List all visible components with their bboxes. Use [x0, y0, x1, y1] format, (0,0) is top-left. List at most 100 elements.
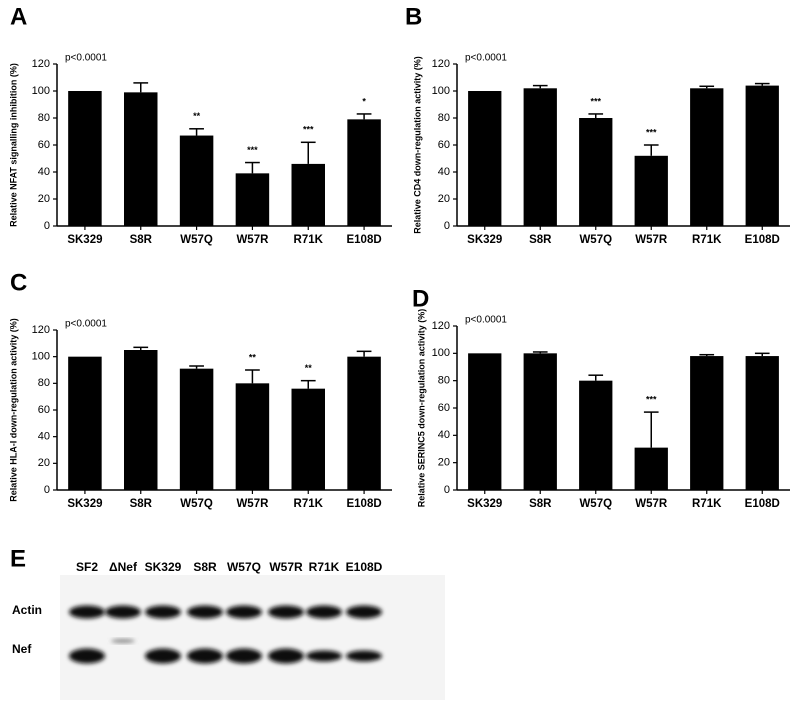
- nef-band: [226, 648, 262, 664]
- bar: [291, 163, 325, 226]
- y-tick-label: 60: [38, 404, 50, 416]
- lane-label: SF2: [76, 560, 98, 574]
- y-tick-label: 120: [32, 324, 50, 336]
- y-tick-label: 120: [432, 320, 450, 332]
- significance-label: **: [193, 111, 201, 121]
- nef-band: [145, 648, 181, 664]
- bar: [179, 135, 214, 226]
- bar: [468, 353, 502, 490]
- bar: [579, 380, 613, 490]
- lane-label: W57Q: [227, 560, 261, 574]
- bar: [347, 119, 381, 226]
- y-tick-label: 20: [438, 193, 450, 205]
- blot-background: [60, 575, 445, 700]
- actin-band: [268, 605, 304, 619]
- bar: [745, 85, 779, 226]
- y-tick-label: 100: [32, 351, 50, 363]
- y-tick-label: 20: [38, 193, 50, 205]
- panel-label: A: [10, 3, 27, 30]
- bar: [235, 383, 270, 490]
- nef-band: [346, 650, 382, 662]
- x-tick-label: R71K: [692, 234, 722, 246]
- bar: [68, 91, 102, 226]
- row-label: Nef: [12, 642, 32, 656]
- y-axis-label: Relative CD4 down-regulation activity (%…: [412, 56, 422, 234]
- lane-label: SK329: [145, 560, 182, 574]
- nef-band: [306, 650, 342, 662]
- y-tick-label: 40: [38, 166, 50, 178]
- lane-label: E108D: [346, 560, 383, 574]
- x-tick-label: W57R: [236, 498, 269, 510]
- faint-band: [111, 639, 135, 643]
- y-axis-label: Relative SERINC5 down-regulation activit…: [416, 309, 426, 508]
- x-tick-label: SK329: [467, 234, 502, 246]
- actin-band: [69, 605, 105, 619]
- panel-label: B: [405, 3, 422, 30]
- y-tick-label: 60: [438, 139, 450, 151]
- bar: [124, 350, 158, 490]
- y-tick-label: 0: [44, 220, 50, 232]
- y-tick-label: 120: [32, 58, 50, 70]
- y-tick-label: 40: [438, 429, 450, 441]
- panel-label: C: [10, 269, 27, 296]
- lane-label: R71K: [309, 560, 340, 574]
- x-tick-label: S8R: [529, 498, 552, 510]
- y-tick-label: 80: [38, 377, 50, 389]
- x-tick-label: R71K: [692, 498, 722, 510]
- y-tick-label: 40: [38, 431, 50, 443]
- bar: [690, 356, 724, 490]
- nef-band: [268, 648, 304, 664]
- x-tick-label: W57Q: [579, 234, 612, 246]
- x-tick-label: SK329: [67, 234, 102, 246]
- significance-label: ***: [590, 96, 601, 106]
- x-tick-label: S8R: [130, 498, 153, 510]
- y-tick-label: 20: [438, 457, 450, 469]
- x-tick-label: W57R: [635, 234, 668, 246]
- y-axis-label: Relative NFAT signalling inhibition (%): [8, 63, 18, 227]
- nef-band: [187, 648, 223, 664]
- bar: [68, 356, 102, 490]
- row-label: Actin: [12, 603, 42, 617]
- bar: [347, 356, 381, 490]
- significance-label: **: [305, 363, 313, 373]
- nef-band: [69, 648, 105, 664]
- p-value: p<0.0001: [65, 319, 107, 330]
- significance-label: *: [362, 96, 366, 106]
- lane-label: ΔNef: [109, 560, 138, 574]
- panel-label: E: [10, 545, 26, 572]
- x-tick-label: E108D: [346, 234, 381, 246]
- p-value: p<0.0001: [465, 53, 507, 64]
- actin-band: [346, 605, 382, 619]
- y-tick-label: 100: [32, 85, 50, 97]
- y-tick-label: 20: [38, 457, 50, 469]
- y-tick-label: 120: [432, 58, 450, 70]
- panel-label: D: [412, 285, 429, 312]
- y-tick-label: 40: [438, 166, 450, 178]
- x-tick-label: S8R: [529, 234, 552, 246]
- y-tick-label: 80: [38, 112, 50, 124]
- x-tick-label: R71K: [294, 234, 324, 246]
- significance-label: ***: [247, 145, 258, 155]
- bar: [634, 155, 668, 226]
- x-tick-label: SK329: [67, 498, 102, 510]
- x-tick-label: W57Q: [579, 498, 612, 510]
- y-tick-label: 80: [438, 375, 450, 387]
- bar: [745, 356, 779, 490]
- y-tick-label: 80: [438, 112, 450, 124]
- actin-band: [306, 605, 342, 619]
- bar: [291, 388, 325, 490]
- y-tick-label: 0: [44, 484, 50, 496]
- actin-band: [226, 605, 262, 619]
- lane-label: S8R: [193, 560, 217, 574]
- bar: [690, 88, 724, 226]
- bar: [523, 88, 557, 226]
- significance-label: **: [249, 352, 257, 362]
- x-tick-label: S8R: [130, 234, 153, 246]
- p-value: p<0.0001: [65, 53, 107, 64]
- x-tick-label: R71K: [294, 498, 324, 510]
- x-tick-label: W57R: [236, 234, 269, 246]
- lane-label: W57R: [269, 560, 303, 574]
- significance-label: ***: [646, 127, 657, 137]
